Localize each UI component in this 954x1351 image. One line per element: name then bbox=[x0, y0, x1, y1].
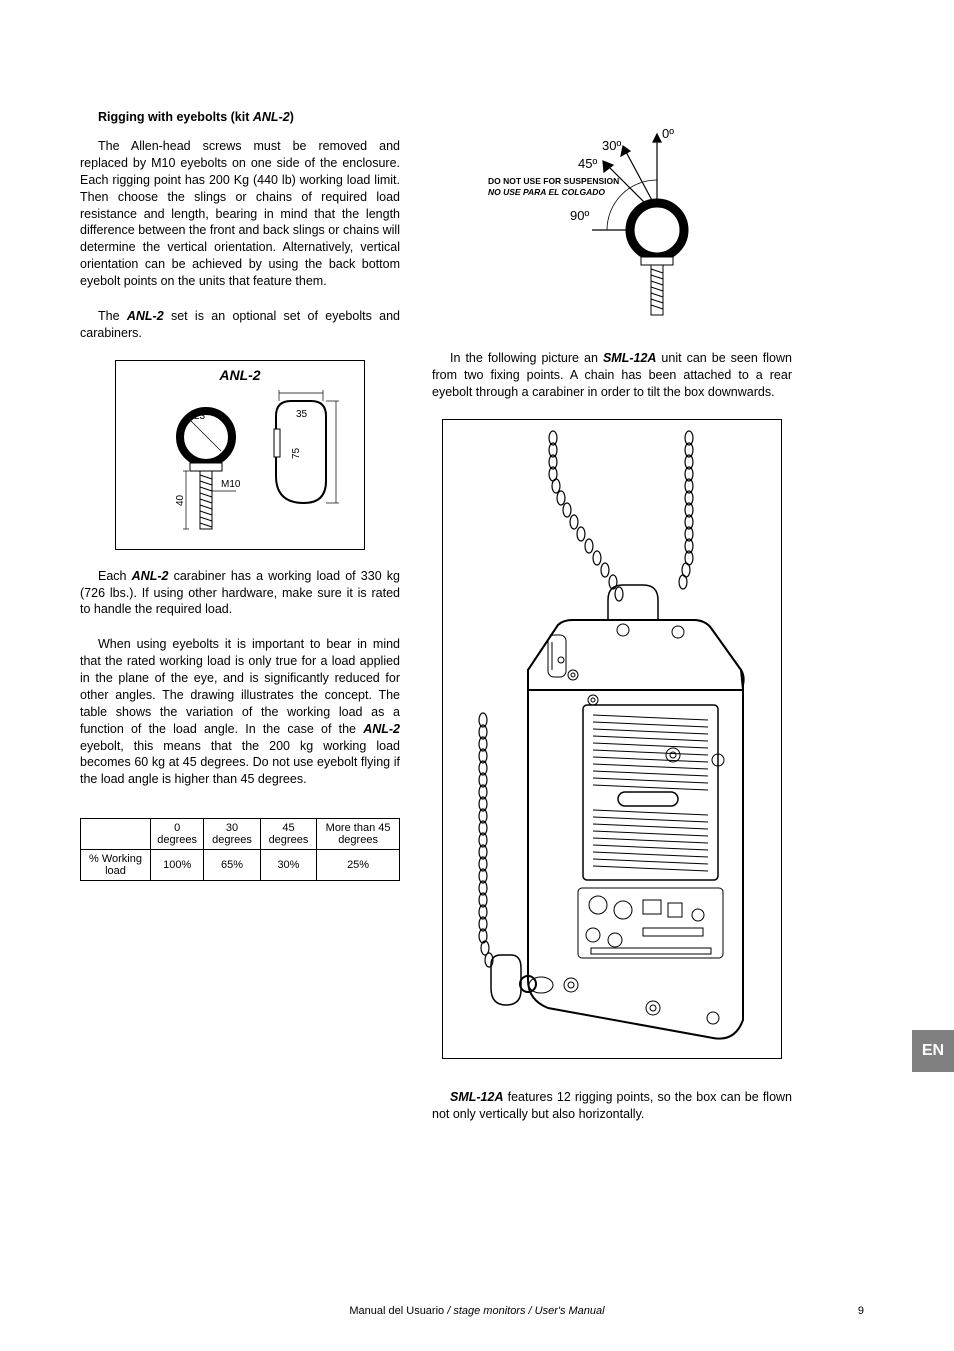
rp2-em: SML-12A bbox=[450, 1090, 503, 1104]
svg-text:23: 23 bbox=[194, 411, 206, 422]
p4-em: ANL-2 bbox=[363, 722, 400, 736]
anl2-figure-label: ANL-2 bbox=[116, 367, 364, 383]
svg-text:30º: 30º bbox=[602, 138, 621, 153]
svg-text:NO USE PARA EL COLGADO: NO USE PARA EL COLGADO bbox=[488, 187, 605, 197]
para-12-rigging-points: SML-12A features 12 rigging points, so t… bbox=[432, 1089, 792, 1123]
th-0deg: 0 degrees bbox=[151, 819, 204, 850]
svg-text:0º: 0º bbox=[662, 126, 674, 141]
anl2-diagram-svg: ø 23 M10 40 35 bbox=[116, 361, 365, 550]
para-sml12a-flown: In the following picture an SML-12A unit… bbox=[432, 350, 792, 401]
working-load-table: 0 degrees 30 degrees 45 degrees More tha… bbox=[80, 818, 400, 881]
rp1-pre: In the following picture an bbox=[450, 351, 603, 365]
para-carabiner-load: Each ANL-2 carabiner has a working load … bbox=[80, 568, 400, 619]
speaker-flown-figure bbox=[442, 419, 782, 1059]
heading-kit: ANL-2 bbox=[253, 110, 290, 124]
footer: Manual del Usuario / stage monitors / Us… bbox=[0, 1305, 954, 1317]
p4-pre: When using eyebolts it is important to b… bbox=[80, 637, 400, 735]
td-more45: 25% bbox=[317, 850, 400, 881]
table-header-row: 0 degrees 30 degrees 45 degrees More tha… bbox=[81, 819, 400, 850]
footer-en: User's Manual bbox=[535, 1305, 605, 1317]
svg-text:45º: 45º bbox=[578, 156, 597, 171]
th-more45: More than 45 degrees bbox=[317, 819, 400, 850]
svg-text:75: 75 bbox=[291, 447, 302, 459]
rp1-em: SML-12A bbox=[603, 351, 656, 365]
td-45deg: 30% bbox=[260, 850, 316, 881]
p4-post: eyebolt, this means that the 200 kg work… bbox=[80, 739, 400, 787]
angle-diagram: 0º 30º 45º 90º DO NOT USE FOR SUSPENSION… bbox=[482, 120, 742, 320]
table-row: % Working load 100% 65% 30% 25% bbox=[81, 850, 400, 881]
language-tab: EN bbox=[912, 1030, 954, 1072]
th-45deg: 45 degrees bbox=[260, 819, 316, 850]
svg-text:35: 35 bbox=[296, 409, 308, 420]
svg-text:40: 40 bbox=[175, 494, 186, 506]
para-eyebolt-angles: When using eyebolts it is important to b… bbox=[80, 636, 400, 788]
svg-text:90º: 90º bbox=[570, 208, 589, 223]
p3-pre: Each bbox=[98, 569, 132, 583]
p2-pre: The bbox=[98, 309, 127, 323]
page-number: 9 bbox=[858, 1305, 864, 1317]
para-allen-head: The Allen-head screws must be removed an… bbox=[80, 138, 400, 290]
th-30deg: 30 degrees bbox=[204, 819, 260, 850]
section-heading: Rigging with eyebolts (kit ANL-2) bbox=[98, 110, 400, 124]
svg-text:DO NOT USE FOR SUSPENSION: DO NOT USE FOR SUSPENSION bbox=[488, 176, 619, 186]
svg-text:M10: M10 bbox=[221, 479, 241, 490]
page-content: Rigging with eyebolts (kit ANL-2) The Al… bbox=[0, 0, 954, 1180]
footer-es: Manual del Usuario bbox=[349, 1305, 444, 1317]
th-empty bbox=[81, 819, 151, 850]
footer-mid: / stage monitors / bbox=[444, 1305, 534, 1317]
td-30deg: 65% bbox=[204, 850, 260, 881]
p2-em: ANL-2 bbox=[127, 309, 164, 323]
speaker-svg bbox=[443, 420, 783, 1060]
right-column: 0º 30º 45º 90º DO NOT USE FOR SUSPENSION… bbox=[432, 110, 792, 1140]
p3-em: ANL-2 bbox=[132, 569, 169, 583]
heading-prefix: Rigging with eyebolts (kit bbox=[98, 110, 253, 124]
td-rowlabel: % Working load bbox=[81, 850, 151, 881]
heading-suffix: ) bbox=[290, 110, 294, 124]
angle-diagram-svg: 0º 30º 45º 90º DO NOT USE FOR SUSPENSION… bbox=[482, 120, 742, 320]
td-0deg: 100% bbox=[151, 850, 204, 881]
para-anl2-set: The ANL-2 set is an optional set of eyeb… bbox=[80, 308, 400, 342]
anl2-figure: ANL-2 bbox=[115, 360, 365, 550]
left-column: Rigging with eyebolts (kit ANL-2) The Al… bbox=[80, 110, 400, 1140]
